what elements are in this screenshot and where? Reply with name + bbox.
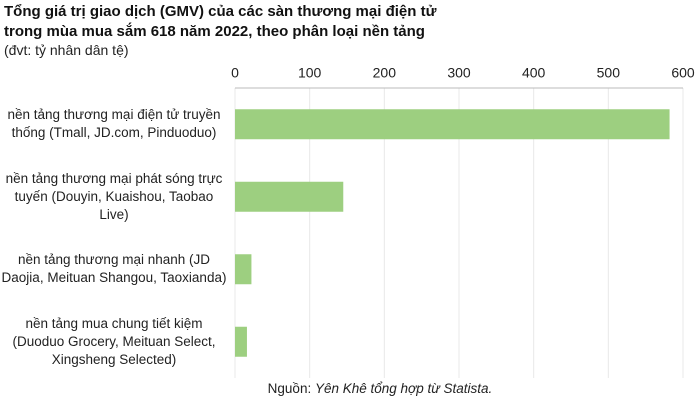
bar: [235, 326, 247, 357]
bar: [235, 181, 344, 212]
source-text: Yên Khê tổng hợp từ Statista.: [314, 381, 493, 396]
x-tick-label: 400: [522, 65, 546, 81]
chart-title: Tổng giá trị giao dịch (GMV) của các sàn…: [4, 3, 437, 40]
x-tick-label: 500: [597, 65, 621, 81]
bar: [235, 109, 670, 140]
x-tick-label: 0: [231, 65, 239, 81]
source: Nguồn: Yên Khê tổng hợp từ Statista.: [0, 381, 700, 396]
x-tick-label: 200: [373, 65, 397, 81]
y-tick-label: nền tảng mua chung tiết kiệm (Duoduo Gro…: [12, 315, 216, 367]
x-tick-label: 600: [671, 65, 695, 81]
x-tick-label: 300: [447, 65, 471, 81]
y-tick-label: nền tảng thương mại phát sóng trực tuyến…: [5, 170, 223, 222]
y-tick-label: nền tảng thương mại nhanh (JD Daojia, Me…: [1, 252, 227, 286]
source-label: Nguồn:: [267, 381, 312, 396]
chart-subtitle: (đvt: tỷ nhân dân tệ): [4, 42, 129, 58]
x-tick-label: 100: [298, 65, 322, 81]
bar: [235, 254, 252, 285]
y-tick-label: nền tảng thương mại điện tử truyền thống…: [7, 107, 221, 141]
